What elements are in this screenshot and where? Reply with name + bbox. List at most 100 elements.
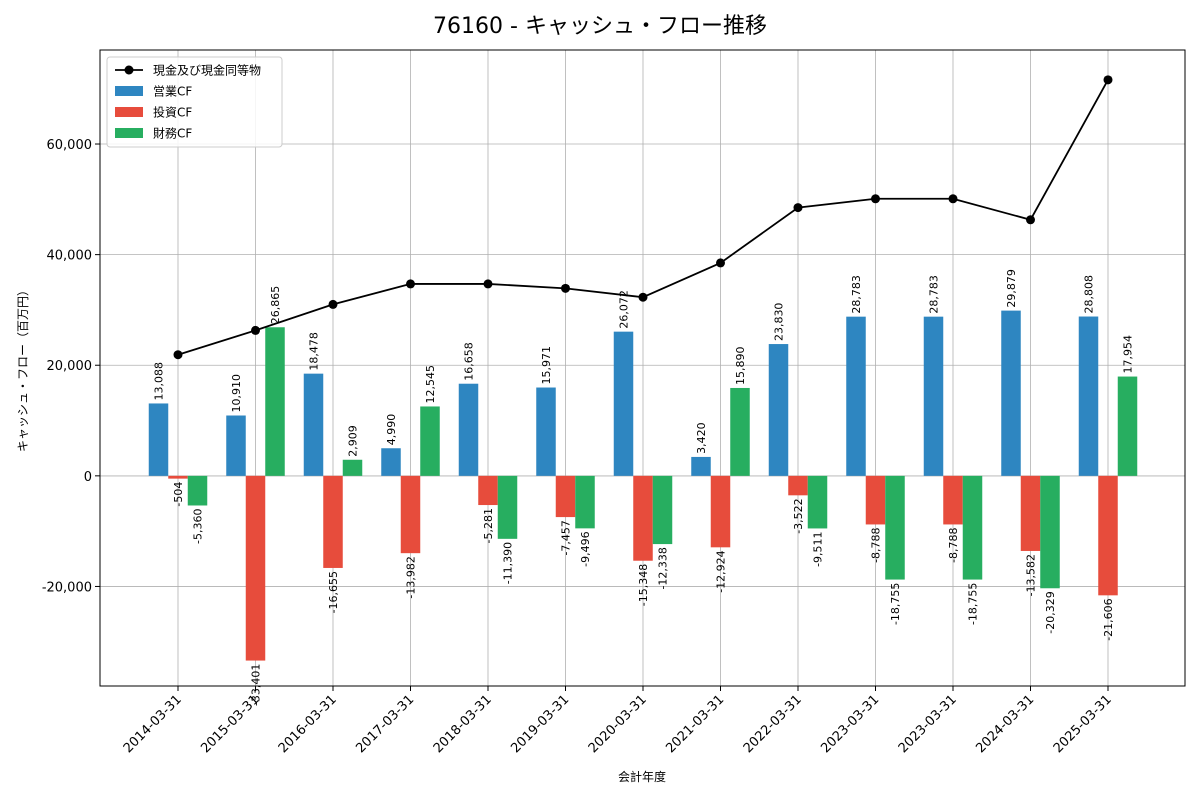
bar [458,383,479,476]
bar-value-label: -16,655 [327,571,340,613]
cash-point [1103,75,1113,85]
cash-point [871,194,880,204]
legend-swatch [115,86,143,96]
legend-swatch [115,128,143,138]
y-axis-ticks: -20,000 0 20,000 40,000 60,000 [42,138,100,595]
bar-value-label: 28,783 [850,275,863,314]
bar [497,475,518,539]
bar-value-label: 15,971 [540,346,553,385]
bar [788,475,808,496]
cash-point [561,283,570,293]
bar-value-label: -33,401 [250,664,263,706]
bar-value-label: 28,808 [1083,275,1096,314]
bar [168,475,188,479]
bar [885,475,905,580]
bar-value-label: 16,658 [463,342,476,381]
cash-point [483,279,493,289]
bar [575,475,595,529]
data-labels: 13,088 10,910 18,478 4,990 16,658 15,971 26,07… [153,269,1135,706]
y-tick-label: 60,000 [47,138,93,153]
bar-value-label: 23,830 [773,303,786,342]
bar [807,475,828,529]
cash-point [716,258,725,268]
bar [420,406,440,476]
bar [730,387,750,476]
legend-label: 営業CF [153,85,192,99]
bar-value-label: 10,910 [230,374,243,413]
bar-value-label: 28,783 [928,275,941,314]
y-tick-label: 0 [84,470,92,485]
cash-point [406,279,415,289]
bar-value-label: -8,788 [947,527,960,562]
bar [555,475,576,518]
bar-value-label: -18,755 [889,583,902,625]
bar-value-label: -13,982 [405,556,418,598]
legend-swatch [115,107,143,117]
bar [400,475,421,554]
bar-value-label: -504 [172,482,185,507]
y-axis-label: キャッシュ・フロー（百万円） [16,284,30,452]
cash-point [638,292,648,302]
bar-value-label: 29,879 [1005,269,1018,308]
bar [1040,475,1060,589]
bar-value-label: 15,890 [734,346,747,385]
legend-box [106,56,283,148]
bar [768,344,789,476]
bar [381,448,401,476]
legend-label: 現金及び現金同等物 [153,63,261,78]
cash-point [948,194,958,204]
legend-marker [124,65,134,75]
bar-value-label: -5,281 [482,508,495,543]
bar-value-label: -21,606 [1102,598,1115,640]
bar [710,475,731,548]
bar [536,387,556,476]
cash-line [173,75,1113,360]
y-tick-label: -20,000 [42,580,92,595]
bars [148,310,1138,661]
bar [265,327,285,476]
y-tick-label: 40,000 [47,249,93,264]
bar-value-label: -9,496 [579,531,592,566]
bar [613,331,634,476]
bar [865,475,886,525]
bar-value-label: 18,478 [308,332,321,371]
bar [652,475,673,545]
bar-value-label: 4,990 [385,414,398,446]
bar-value-label: -12,924 [715,550,728,592]
bar-value-label: -20,329 [1044,591,1057,633]
bar [342,459,363,476]
bar [962,475,983,580]
bar-value-label: -11,390 [502,542,515,584]
bar [846,316,866,476]
bar-value-label: -5,360 [192,508,205,543]
bar [691,456,711,476]
cash-point [328,299,338,309]
bar [148,403,169,476]
bar-value-label: 17,954 [1122,335,1135,374]
bar-value-label: -12,338 [657,547,670,589]
bar-value-label: -13,582 [1025,554,1038,596]
x-axis-label: 会計年度 [618,769,666,784]
cash-point [251,325,260,335]
bar-value-label: 12,545 [424,365,437,404]
bar-value-label: 13,088 [153,362,166,401]
cash-point [793,203,803,213]
bar [633,475,653,561]
bar-value-label: -9,511 [812,531,825,566]
bar-value-label: 3,420 [695,422,708,454]
bar-value-label: -7,457 [560,520,573,555]
chart-title: 76160 - キャッシュ・フロー推移 [433,14,767,39]
legend-label: 投資CF [153,105,192,120]
bar [923,316,944,476]
bar-value-label: 26,072 [618,290,631,329]
bar [1020,475,1041,551]
bar-value-label: -3,522 [792,498,805,533]
bar [1117,376,1138,476]
bar [226,415,246,476]
bar [1078,316,1099,476]
bar [1001,310,1021,476]
bar-value-label: -15,348 [637,564,650,606]
bar-value-label: 2,909 [347,425,360,457]
bar [187,475,208,506]
